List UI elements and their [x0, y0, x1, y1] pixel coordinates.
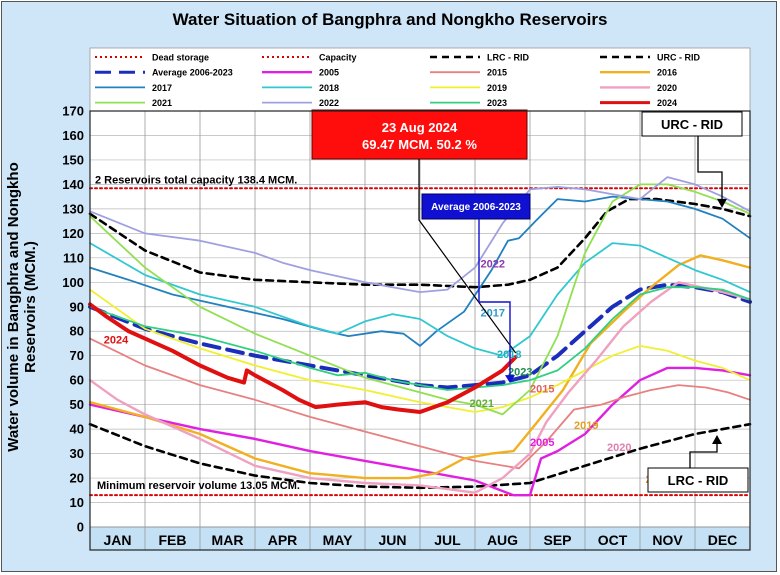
legend: Dead storage Capacity LRC - RID URC - RID Av…: [95, 53, 700, 108]
average-arrow-head: [505, 375, 515, 384]
series-layer: [88, 176, 752, 497]
capacity-note: 2 Reservoirs total capacity 138.4 MCM.: [95, 174, 297, 186]
y-tick-label: 50: [70, 397, 84, 412]
legend-label: LRC - RID: [487, 53, 529, 63]
series-line-2016: [88, 254, 752, 480]
legend-label: 2017: [152, 83, 172, 93]
legend-label: 2023: [487, 98, 507, 108]
y-tick-label: 40: [70, 422, 84, 437]
y-tick-label: 60: [70, 373, 84, 388]
legend-label: 2022: [319, 98, 339, 108]
legend-label: 2021: [152, 98, 172, 108]
legend-label: 2020: [657, 83, 677, 93]
grid: [89, 110, 751, 550]
y-tick-label: 110: [63, 250, 84, 265]
y-tick-label: 130: [62, 201, 84, 216]
year-label: 2019: [574, 420, 598, 432]
y-tick-label: 150: [62, 152, 84, 167]
y-tick-label: 90: [70, 299, 84, 314]
y-tick-label: 10: [70, 495, 84, 510]
legend-label: 2015: [487, 68, 507, 78]
dead-storage-note: Minimum reservoir volume 13.05 MCM.: [97, 480, 300, 492]
month-label: JAN: [103, 532, 131, 548]
legend-label: 2024: [657, 98, 677, 108]
series-line-2021: [89, 183, 751, 416]
current-value-box: [311, 109, 528, 160]
series-line-2024: [88, 302, 518, 414]
year-label: 2024: [104, 334, 129, 346]
month-label: AUG: [487, 532, 518, 548]
series-line-urc-rid: [88, 197, 752, 289]
y-tick-label: 100: [62, 275, 84, 290]
month-label: OCT: [598, 532, 628, 548]
series-line-2018: [89, 242, 751, 357]
y-tick-label: 170: [62, 104, 84, 119]
y-tick-label: 160: [62, 128, 84, 143]
month-label: SEP: [543, 532, 571, 548]
year-label: 2020: [607, 442, 631, 454]
lrc-arrow-head: [712, 435, 722, 444]
lrc-leader-line: [689, 438, 718, 468]
current-date-label: 23 Aug 2024: [382, 120, 458, 135]
month-label: FEB: [159, 532, 187, 548]
lrc-box: [647, 467, 749, 493]
legend-label: Dead storage: [152, 53, 209, 63]
urc-box-label: URC - RID: [661, 117, 723, 132]
year-label: 2017: [481, 308, 505, 320]
axes: 0 10 20 30 40 50 60 70 80 90 100 110 120 130 140 150 160…: [62, 104, 751, 551]
month-label: NOV: [652, 532, 683, 548]
year-label: 2022: [481, 259, 505, 271]
y-tick-label: 120: [62, 226, 84, 241]
current-value-label: 69.47 MCM. 50.2 %: [362, 137, 477, 152]
y-tick-label: 0: [77, 520, 84, 535]
average-box-label: Average 2006-2023: [431, 202, 521, 213]
legend-label: 2018: [319, 83, 339, 93]
urc-leader-line: [697, 136, 723, 205]
labels-layer: 2 Reservoirs total capacity 138.4 MCM. Mi…: [95, 109, 749, 493]
chart-title: Water Situation of Bangphra and Nongkho …: [172, 10, 608, 29]
legend-label: 2019: [487, 83, 507, 93]
y-tick-label: 80: [70, 324, 84, 339]
current-leader-line: [418, 159, 517, 354]
y-tick-label: 30: [70, 446, 84, 461]
year-label: 2015: [530, 383, 554, 395]
month-label: MAR: [212, 532, 244, 548]
series-line-lrc-rid: [88, 422, 752, 490]
month-label: DEC: [708, 532, 738, 548]
urc-box: [641, 111, 743, 137]
year-label: 2018: [497, 349, 521, 361]
y-tick-label: 140: [62, 177, 84, 192]
month-label: JUN: [378, 532, 406, 548]
series-line-average-2006-2023: [88, 282, 752, 390]
y-tick-label: 70: [70, 348, 84, 363]
series-line-2015: [89, 337, 751, 470]
legend-label: URC - RID: [657, 53, 700, 63]
urc-arrow-head: [717, 198, 727, 208]
series-line-2022: [89, 176, 751, 294]
legend-label: Average 2006-2023: [152, 68, 233, 78]
month-label: APR: [268, 532, 298, 548]
series-line-2005: [88, 366, 752, 497]
series-line-2017: [89, 195, 751, 347]
year-label: 2005: [530, 437, 554, 449]
month-label: MAY: [323, 532, 353, 548]
plot-border: [89, 110, 751, 551]
legend-label: 2016: [657, 68, 677, 78]
legend-label: 2005: [319, 68, 339, 78]
series-line-2020: [88, 281, 752, 494]
year-label: 2021: [470, 398, 494, 410]
lrc-box-label: LRC - RID: [668, 473, 729, 488]
month-label: JUL: [434, 532, 461, 548]
average-leader-line: [478, 219, 511, 380]
average-box: [421, 193, 531, 220]
legend-label: Capacity: [319, 53, 357, 63]
y-tick-label: 20: [70, 471, 84, 486]
